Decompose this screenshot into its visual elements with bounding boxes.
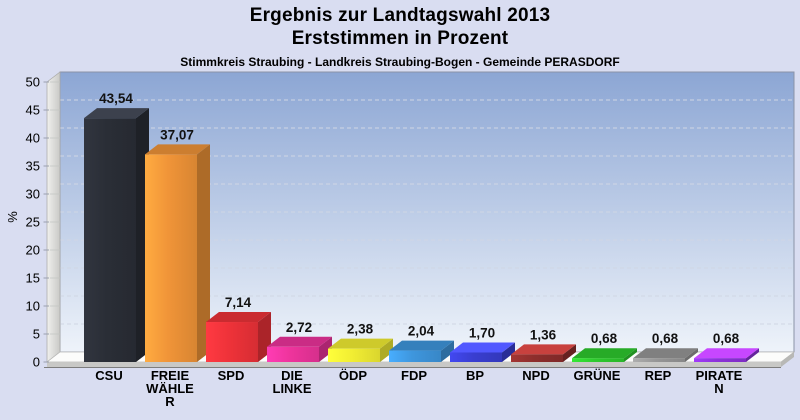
bar-top-face — [511, 344, 576, 355]
x-tick-label-ÖDP: ÖDP — [339, 368, 368, 383]
x-tick-label-NPD: NPD — [522, 368, 549, 383]
x-tick-label-BP: BP — [466, 368, 484, 383]
bar-PIRATEN — [694, 348, 759, 362]
bar-top-face — [694, 348, 759, 359]
y-tick-label-45: 45 — [26, 103, 40, 118]
bar-front-face — [511, 354, 563, 362]
y-tick-label-25: 25 — [26, 215, 40, 230]
bar-top-face — [206, 312, 271, 323]
bar-front-face — [450, 352, 502, 362]
bar-front-face — [84, 118, 136, 363]
x-tick-label-CSU: CSU — [95, 368, 122, 383]
y-tick-label-0: 0 — [33, 355, 40, 370]
bar-side-face — [197, 144, 210, 362]
bar-DIE LINKE — [267, 336, 332, 362]
bar-front-face — [206, 322, 258, 362]
bar-front-face — [633, 358, 685, 362]
bar-top-face — [450, 342, 515, 353]
bar-side-face — [685, 348, 698, 362]
value-label-FREIE WÄHLER: 37,07 — [160, 127, 194, 142]
bar-ÖDP — [328, 338, 393, 362]
chart-title-line2: Erststimmen in Prozent — [291, 28, 509, 49]
bar-FDP — [389, 340, 454, 362]
bar-side-face — [319, 336, 332, 362]
value-label-BP: 1,70 — [469, 325, 495, 340]
y-tick-label-50: 50 — [26, 75, 40, 90]
value-label-GRÜNE: 0,68 — [591, 331, 618, 346]
bar-side-face — [563, 344, 576, 362]
bar-top-face — [267, 336, 332, 347]
bar-front-face — [572, 358, 624, 362]
x-tick-label-GRÜNE: GRÜNE — [574, 368, 621, 383]
bar-side-face — [380, 338, 393, 362]
bar-side-face — [624, 348, 637, 362]
bar-side-face — [441, 340, 454, 362]
y-tick-label-20: 20 — [26, 243, 40, 258]
y-tick-label-10: 10 — [26, 299, 40, 314]
bar-front-face — [145, 154, 197, 362]
value-label-NPD: 1,36 — [530, 327, 557, 342]
bar-top-face — [145, 144, 210, 155]
bar-BP — [450, 342, 515, 362]
bar-top-face — [633, 348, 698, 359]
x-tick-label-REP: REP — [645, 368, 672, 383]
axis-wall-3d — [46, 71, 61, 363]
x-tick-label-FDP: FDP — [401, 368, 427, 383]
bar-front-face — [328, 348, 380, 362]
bar-REP — [633, 348, 698, 362]
floor-front-corner — [781, 352, 794, 367]
y-tick-label-30: 30 — [26, 187, 40, 202]
value-label-DIE LINKE: 2,72 — [286, 320, 312, 335]
bar-FREIE WÄHLER — [145, 144, 210, 362]
bar-top-face — [572, 348, 637, 359]
value-label-ÖDP: 2,38 — [347, 322, 374, 337]
bar-top-face — [84, 108, 149, 119]
bar-GRÜNE — [572, 348, 637, 362]
bar-front-face — [267, 346, 319, 362]
chart-subtitle: Stimmkreis Straubing - Landkreis Straubi… — [180, 55, 620, 69]
y-tick-label-40: 40 — [26, 131, 40, 146]
chart-title-line1: Ergebnis zur Landtagswahl 2013 — [249, 5, 551, 26]
value-label-CSU: 43,54 — [99, 91, 133, 106]
bar-front-face — [389, 350, 441, 362]
floor-front-edge — [47, 362, 781, 367]
y-tick-label-15: 15 — [26, 271, 40, 286]
value-label-PIRATEN: 0,68 — [713, 331, 740, 346]
bar-CSU — [84, 108, 149, 363]
x-tick-label-SPD: SPD — [218, 368, 245, 383]
chart-header: Ergebnis zur Landtagswahl 2013 Erststimm… — [0, 4, 800, 69]
bar-side-face — [502, 342, 515, 362]
x-tick-label-DIE LINKE: DIE LINKE — [273, 368, 312, 396]
x-tick-label-FREIE WÄHLER: FREIE WÄHLE R — [146, 368, 194, 409]
bar-top-face — [328, 338, 393, 349]
bar-SPD — [206, 312, 271, 362]
bar-front-face — [694, 358, 746, 362]
y-axis-label: % — [5, 211, 20, 223]
value-label-SPD: 7,14 — [225, 295, 252, 310]
bar-top-face — [389, 340, 454, 351]
y-tick-label-5: 5 — [33, 327, 40, 342]
value-label-FDP: 2,04 — [408, 324, 435, 339]
bar-side-face — [746, 348, 759, 362]
value-label-REP: 0,68 — [652, 331, 679, 346]
y-tick-label-35: 35 — [26, 159, 40, 174]
bar-NPD — [511, 344, 576, 362]
x-tick-label-PIRATEN: PIRATE N — [696, 368, 743, 396]
